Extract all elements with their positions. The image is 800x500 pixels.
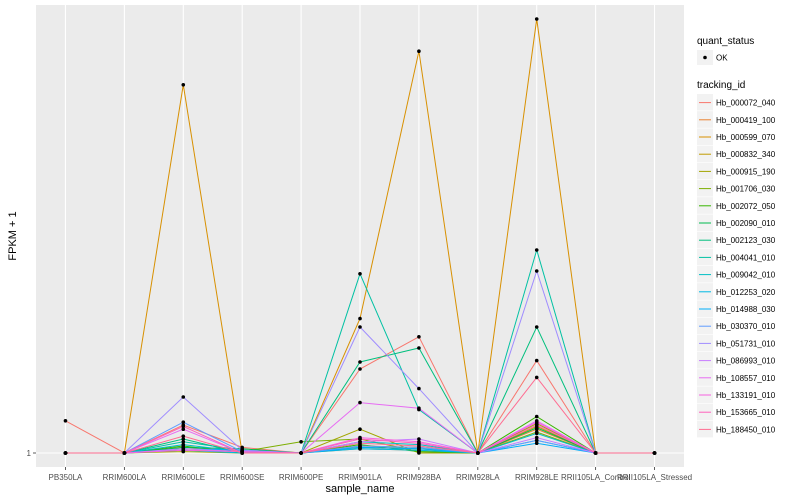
data-point xyxy=(181,442,186,447)
data-point xyxy=(417,406,421,411)
data-point xyxy=(358,444,362,448)
data-point xyxy=(417,444,421,448)
x-tick-label: RRII105LA_Stressed xyxy=(617,473,692,482)
data-point xyxy=(534,325,539,329)
data-point xyxy=(534,414,539,419)
legend-label-Hb_051731_010: Hb_051731_010 xyxy=(716,339,776,348)
data-point xyxy=(534,269,539,273)
data-point xyxy=(181,434,186,439)
data-point xyxy=(122,451,127,455)
y-tick-label: 1 xyxy=(27,449,32,458)
legend-label-Hb_086993_010: Hb_086993_010 xyxy=(716,357,776,366)
data-point xyxy=(181,424,186,429)
data-point xyxy=(534,441,539,446)
data-point xyxy=(181,427,186,432)
data-point xyxy=(534,438,539,443)
x-tick-label: PB350LA xyxy=(49,473,83,482)
x-tick-label: RRIM901LA xyxy=(338,473,382,482)
data-point xyxy=(417,49,421,53)
legend-label-Hb_014988_030: Hb_014988_030 xyxy=(716,305,776,314)
data-point xyxy=(476,451,480,455)
legend-label-Hb_009042_010: Hb_009042_010 xyxy=(716,271,776,280)
legend-label-Hb_002090_010: Hb_002090_010 xyxy=(716,219,776,228)
x-tick-label: RRIM928BA xyxy=(397,473,442,482)
x-tick-label: RRIM928LA xyxy=(456,473,500,482)
legend-quant-status: quant_status OK xyxy=(697,36,754,65)
data-point xyxy=(299,451,303,455)
legend-tracking-title: tracking_id xyxy=(697,80,745,91)
data-point xyxy=(534,431,539,436)
legend-label-Hb_000915_190: Hb_000915_190 xyxy=(716,167,776,176)
legend-label-Hb_000599_070: Hb_000599_070 xyxy=(716,133,776,142)
data-point xyxy=(358,325,362,329)
data-point xyxy=(358,367,362,371)
data-point xyxy=(593,451,598,455)
legend-quant-label: OK xyxy=(716,54,728,63)
data-point xyxy=(534,17,539,21)
legend-label-Hb_002123_030: Hb_002123_030 xyxy=(716,236,776,245)
legend-label-Hb_002072_050: Hb_002072_050 xyxy=(716,202,776,211)
legend-tracking-id: tracking_id Hb_000072_040 Hb_000419_100 Hb… xyxy=(697,80,776,438)
data-point xyxy=(417,441,421,446)
legend-label-Hb_153665_010: Hb_153665_010 xyxy=(716,408,776,417)
legend-label-Hb_012253_020: Hb_012253_020 xyxy=(716,288,776,297)
legend-quant-title: quant_status xyxy=(697,36,754,47)
x-axis-ticks: PB350LA RRIM600LA RRIM600LE RRIM600SE RRIM60… xyxy=(49,467,692,482)
x-tick-label: RRIM928LE xyxy=(515,473,559,482)
data-point xyxy=(534,423,539,427)
data-point xyxy=(417,335,421,339)
data-point xyxy=(417,437,421,441)
data-point xyxy=(299,440,303,444)
data-point xyxy=(63,451,68,455)
data-point xyxy=(63,419,68,423)
data-point xyxy=(358,437,362,441)
data-points xyxy=(63,17,657,455)
data-point xyxy=(358,441,362,446)
x-tick-label: RRIM600PE xyxy=(279,473,323,482)
data-point xyxy=(181,448,186,453)
data-point xyxy=(181,420,186,425)
x-tick-label: RRIM600SE xyxy=(220,473,264,482)
y-axis-title: FPKM + 1 xyxy=(7,211,19,260)
legend-label-Hb_000072_040: Hb_000072_040 xyxy=(716,99,776,108)
legend-label-Hb_030370_010: Hb_030370_010 xyxy=(716,322,776,331)
data-point xyxy=(358,360,362,364)
legend-label-Hb_004041_010: Hb_004041_010 xyxy=(716,253,776,262)
data-point xyxy=(358,316,362,321)
data-point xyxy=(358,272,362,276)
legend-label-Hb_001706_030: Hb_001706_030 xyxy=(716,185,776,194)
x-tick-label: RRIM600LA xyxy=(103,473,147,482)
data-point xyxy=(240,451,244,455)
legend-label-Hb_000832_340: Hb_000832_340 xyxy=(716,150,776,159)
data-point xyxy=(534,248,539,252)
data-point xyxy=(534,358,539,363)
x-axis-title: sample_name xyxy=(325,483,394,495)
data-point xyxy=(181,83,186,87)
data-point xyxy=(181,440,186,444)
data-point xyxy=(534,420,539,425)
data-point xyxy=(652,451,657,455)
x-tick-label: RRIM600LE xyxy=(161,473,205,482)
data-point xyxy=(181,437,186,441)
data-point xyxy=(534,426,539,430)
data-point xyxy=(417,346,421,350)
grid-lines xyxy=(36,5,684,467)
data-point xyxy=(417,386,421,391)
legend-label-Hb_108557_010: Hb_108557_010 xyxy=(716,374,776,383)
data-point xyxy=(534,435,539,440)
legend-label-Hb_000419_100: Hb_000419_100 xyxy=(716,116,776,125)
legend-quant-key-point xyxy=(703,55,707,60)
legend-label-Hb_188450_010: Hb_188450_010 xyxy=(716,425,776,434)
data-point xyxy=(358,400,362,405)
data-point xyxy=(181,395,186,399)
x-tick-label: RRII105LA_Control xyxy=(561,473,631,482)
data-point xyxy=(534,375,539,380)
legend-label-Hb_133191_010: Hb_133191_010 xyxy=(716,391,776,400)
y-axis-ticks: 1 xyxy=(27,449,36,458)
data-point xyxy=(358,427,362,432)
